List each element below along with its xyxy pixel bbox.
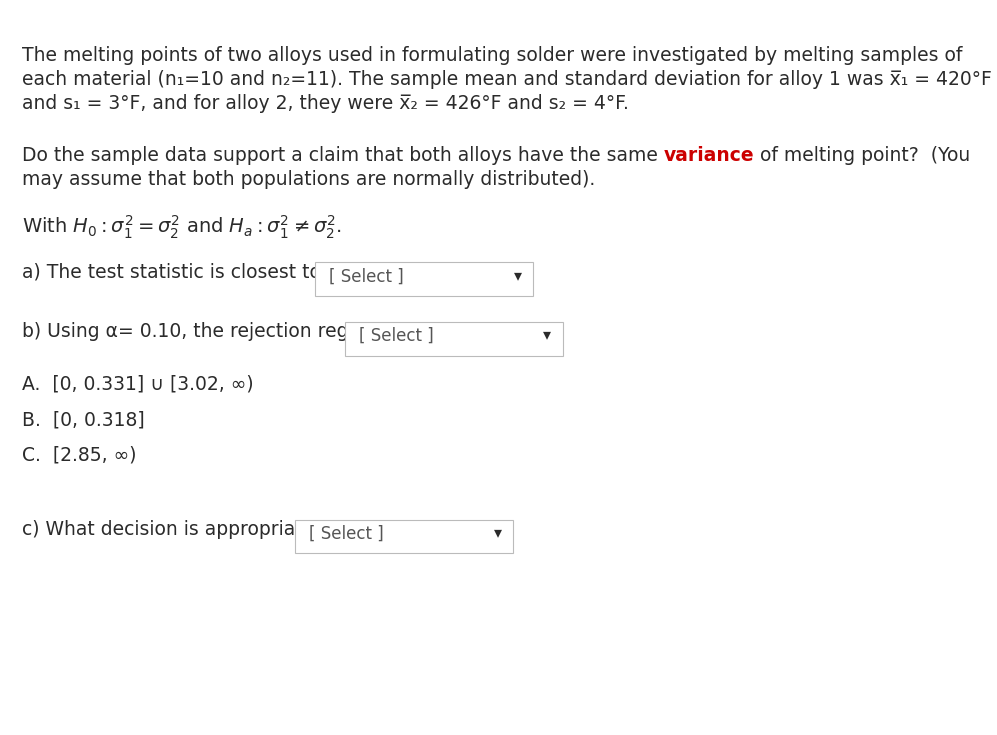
FancyBboxPatch shape xyxy=(315,262,533,296)
Text: With $\mathit{H}_0 : \sigma_1^2 = \sigma_2^2$ and $\mathit{H}_a : \sigma_1^2 \ne: With $\mathit{H}_0 : \sigma_1^2 = \sigma… xyxy=(22,213,342,240)
Text: a) The test statistic is closest to:: a) The test statistic is closest to: xyxy=(22,262,327,282)
Text: [ Select ]: [ Select ] xyxy=(359,327,434,345)
Text: b) Using α= 0.10, the rejection region is:: b) Using α= 0.10, the rejection region i… xyxy=(22,322,404,341)
Text: variance: variance xyxy=(664,146,755,165)
Text: B.  [0, 0.318]: B. [0, 0.318] xyxy=(22,410,145,429)
Text: of melting point?  (You: of melting point? (You xyxy=(755,146,971,165)
Text: [ Select ]: [ Select ] xyxy=(329,268,404,285)
Text: A.  [0, 0.331] ∪ [3.02, ∞): A. [0, 0.331] ∪ [3.02, ∞) xyxy=(22,375,253,394)
Text: C.  [2.85, ∞): C. [2.85, ∞) xyxy=(22,445,137,465)
FancyBboxPatch shape xyxy=(345,322,563,356)
Text: ▾: ▾ xyxy=(513,268,521,283)
Text: and s₁ = 3°F, and for alloy 2, they were x̅₂ = 426°F and s₂ = 4°F.: and s₁ = 3°F, and for alloy 2, they were… xyxy=(22,94,629,113)
Text: each material (n₁=10 and n₂=11). The sample mean and standard deviation for allo: each material (n₁=10 and n₂=11). The sam… xyxy=(22,70,992,89)
Text: ▾: ▾ xyxy=(543,328,551,343)
Text: may assume that both populations are normally distributed).: may assume that both populations are nor… xyxy=(22,170,595,189)
Text: [ Select ]: [ Select ] xyxy=(309,525,384,542)
FancyBboxPatch shape xyxy=(295,520,513,553)
Text: Do the sample data support a claim that both alloys have the same: Do the sample data support a claim that … xyxy=(22,146,664,165)
Text: ▾: ▾ xyxy=(494,526,501,540)
Text: c) What decision is appropriate?: c) What decision is appropriate? xyxy=(22,520,324,539)
Text: The melting points of two alloys used in formulating solder were investigated by: The melting points of two alloys used in… xyxy=(22,46,962,65)
